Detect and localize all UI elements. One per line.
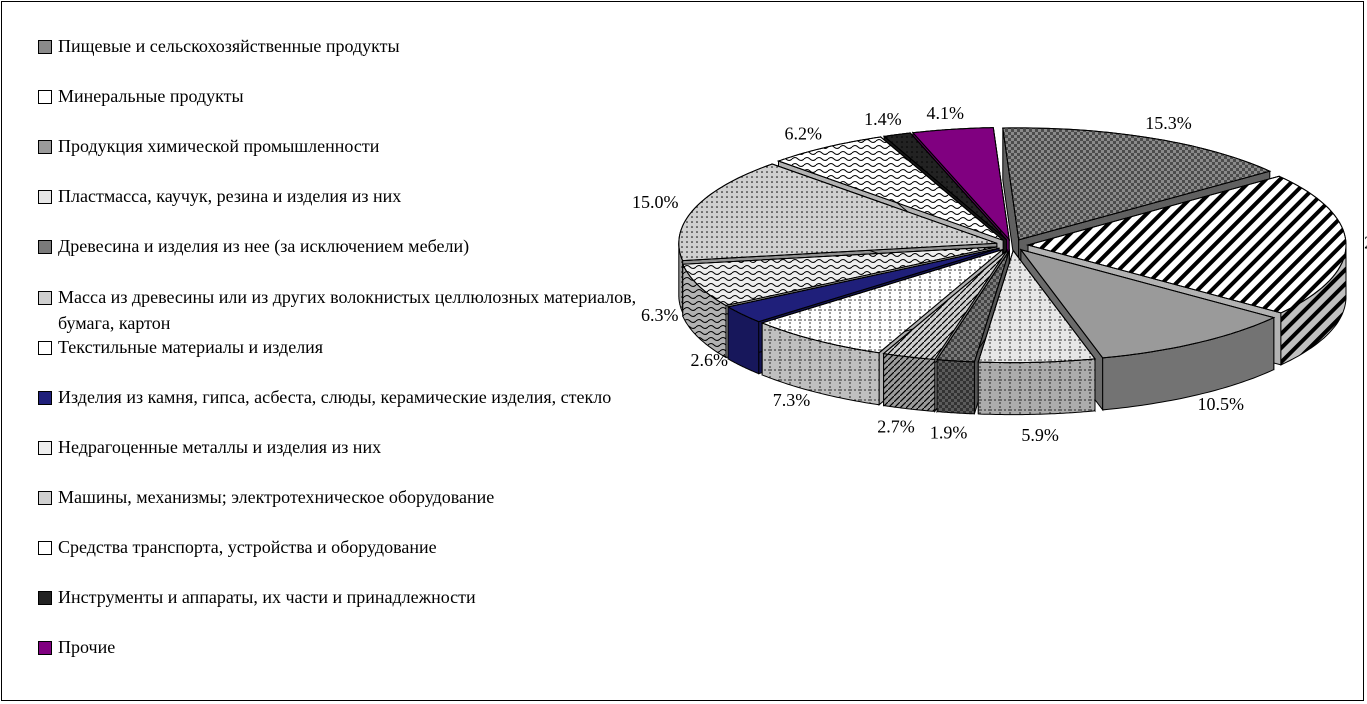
legend-label: Масса из древесины или из других волокни… — [58, 286, 637, 333]
slice-pattern — [882, 250, 1008, 360]
data-label: 1.9% — [930, 423, 968, 443]
legend-swatch — [38, 240, 52, 255]
slice-side-pattern — [682, 264, 726, 358]
slice-pattern — [977, 249, 1096, 364]
legend-item: Древесина и изделия из нее (за исключени… — [38, 233, 638, 259]
slice-side-pattern — [883, 353, 935, 412]
legend-swatch — [38, 340, 52, 355]
legend-label: Изделия из камня, гипса, асбеста, слюды,… — [58, 386, 612, 407]
slice-side-shade — [682, 264, 726, 358]
slice-wall-shade — [1002, 128, 1019, 292]
legend-item: Машины, механизмы; электротехническое об… — [38, 484, 638, 510]
slice-side-shade — [883, 353, 935, 412]
legend-label: Продукция химической промышленности — [58, 136, 380, 157]
legend-item: Масса из древесины или из других волокни… — [38, 284, 638, 336]
slice-side-pattern — [1102, 317, 1274, 410]
data-label: 1.4% — [864, 109, 902, 129]
legend-item: Пищевые и сельскохозяйственные продукты — [38, 33, 638, 59]
legend-swatch — [38, 90, 52, 105]
data-label: 10.5% — [1198, 394, 1245, 414]
slice-pattern — [1026, 175, 1347, 314]
legend-swatch — [38, 440, 52, 455]
slice-side-shade — [678, 243, 683, 313]
data-label: 20.9% — [1364, 233, 1367, 253]
data-label: 15.0% — [632, 192, 679, 212]
legend-item: Минеральные продукты — [38, 83, 638, 109]
legend-swatch — [38, 641, 52, 656]
slice-side-shade — [937, 359, 975, 414]
data-label: 5.9% — [1021, 425, 1059, 445]
slice-side-pattern — [762, 322, 880, 405]
legend-item: Недрагоценные металлы и изделия из них — [38, 434, 638, 460]
legend-swatch — [38, 541, 52, 555]
slice-pattern — [760, 249, 1003, 354]
legend-swatch — [38, 140, 52, 155]
legend-item: Изделия из камня, гипса, асбеста, слюды,… — [38, 384, 638, 410]
slice-pattern — [882, 132, 1007, 241]
legend-label: Текстильные материалы и изделия — [58, 336, 324, 357]
legend-item: Прочие — [38, 634, 638, 660]
slice-pattern — [678, 163, 997, 262]
legend-label: Древесина и изделия из нее (за исключени… — [58, 236, 470, 257]
data-label: 7.3% — [773, 390, 811, 410]
slice-pattern — [1019, 248, 1276, 359]
legend-swatch — [38, 40, 52, 54]
slice-pattern — [1002, 127, 1272, 241]
slice-pattern — [776, 136, 1004, 241]
legend-item: Текстильные материалы и изделия — [38, 334, 638, 360]
legend-label: Минеральные продукты — [58, 86, 244, 107]
legend-label: Машины, механизмы; электротехническое об… — [58, 486, 495, 507]
slice-side-shade — [1102, 317, 1274, 410]
slice-side-pattern — [728, 306, 759, 374]
slice-pattern — [936, 250, 1010, 363]
slice-side-shade — [1280, 245, 1346, 365]
legend-item: Пластмасса, каучук, резина и изделия из … — [38, 183, 638, 209]
data-label: 6.3% — [641, 305, 679, 325]
slice-side-pattern — [678, 243, 683, 313]
data-label: 4.1% — [927, 103, 965, 123]
legend-label: Недрагоценные металлы и изделия из них — [58, 436, 382, 457]
legend-swatch — [38, 290, 52, 305]
legend-swatch — [38, 490, 52, 505]
legend-swatch — [38, 190, 52, 205]
legend-label: Пищевые и сельскохозяйственные продукты — [58, 36, 400, 56]
slice-pattern — [911, 127, 1010, 242]
slice-side-shade — [728, 306, 759, 374]
slice-side-shade — [978, 358, 1095, 415]
legend-label: Прочие — [58, 637, 116, 658]
legend-item: Продукция химической промышленности — [38, 133, 638, 159]
legend-item: Средства транспорта, устройства и оборуд… — [38, 534, 638, 560]
data-label: 6.2% — [784, 123, 822, 143]
data-label: 2.7% — [877, 416, 915, 436]
legend-label: Средства транспорта, устройства и оборуд… — [58, 537, 437, 557]
legend-label: Инструменты и аппараты, их части и прина… — [58, 587, 476, 608]
data-label: 2.6% — [690, 350, 728, 370]
slice-side-pattern — [1280, 245, 1346, 365]
slice-pattern — [726, 247, 1000, 323]
slice-side-pattern — [937, 359, 975, 414]
legend-swatch — [38, 390, 52, 405]
legend-swatch — [38, 591, 52, 606]
slice-pattern — [682, 246, 998, 307]
legend-item: Инструменты и аппараты, их части и прина… — [38, 584, 638, 610]
legend-label: Пластмасса, каучук, резина и изделия из … — [58, 186, 402, 207]
data-label: 15.3% — [1145, 113, 1192, 133]
slice-side-shade — [762, 322, 880, 405]
slice-side-pattern — [978, 358, 1095, 415]
